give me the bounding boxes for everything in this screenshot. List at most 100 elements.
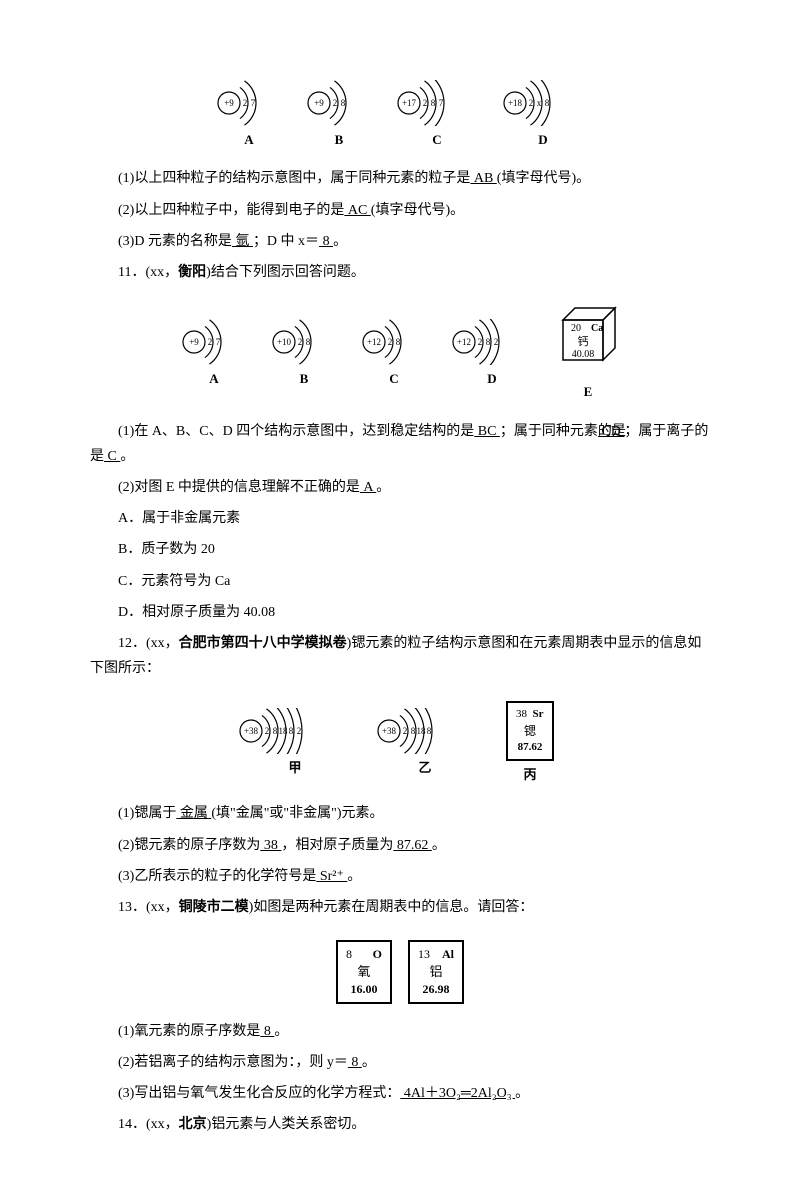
txt: )如图是两种元素在周期表中的信息。请回答： (249, 900, 534, 915)
svg-text:+9: +9 (224, 98, 234, 108)
svg-text:2: 2 (208, 337, 213, 347)
svg-text:20: 20 (571, 323, 581, 334)
txt: 。 (376, 480, 390, 495)
txt: (填"金属"或"非金属")元素。 (211, 806, 383, 821)
txt: (3)写出铝与氧气发生化合反应的化学方程式： (118, 1086, 400, 1101)
txt: 14．(xx， (118, 1117, 179, 1132)
sec11-optA: A．属于非金属元素 (90, 506, 710, 531)
txt: (3)D 元素的名称是 (118, 234, 232, 249)
svg-text:8: 8 (273, 726, 278, 736)
svg-text:2: 2 (529, 98, 534, 108)
svg-text:2: 2 (243, 98, 248, 108)
txt: (2)对图 E 中提供的信息理解不正确的是 (118, 480, 360, 495)
svg-text:x: x (537, 98, 542, 108)
sec13-diagrams: 8O 氧 16.00 13Al 铝 26.98 (90, 940, 710, 1004)
txt: 。 (515, 1086, 529, 1101)
ans: CD (598, 424, 624, 439)
sec11-diagrams: +927A+1028B+1228C+12282D 20 Ca 钙 40.08 E (90, 305, 710, 404)
svg-text:8: 8 (427, 726, 432, 736)
atom-diagram: +17287C (396, 80, 478, 151)
sec14-title: 14．(xx，北京)铝元素与人类关系密切。 (90, 1112, 710, 1137)
ans: 4Al＋3O₂═2Al₂O₃ (400, 1086, 515, 1101)
svg-text:2: 2 (423, 98, 428, 108)
element-box: 38 Sr 锶 87.62 丙 (498, 701, 562, 786)
svg-text:8: 8 (341, 98, 346, 108)
svg-text:8: 8 (289, 726, 294, 736)
ans: 金属 (176, 806, 211, 821)
element-box: 13Al 铝 26.98 (400, 964, 472, 979)
ans: 氩 (232, 234, 253, 249)
sec12-q2: (2)锶元素的原子序数为 38 ，相对原子质量为 87.62 。 (90, 833, 710, 858)
svg-text:7: 7 (251, 98, 256, 108)
sec10-q1: (1)以上四种粒子的结构示意图中，属于同种元素的粒子是 AB (填字母代号)。 (90, 166, 710, 191)
svg-text:2: 2 (388, 337, 393, 347)
txt: ，相对原子质量为 (281, 838, 393, 853)
txt: (2)锶元素的原子序数为 (118, 838, 260, 853)
txt: (1)氧元素的原子序数是 (118, 1024, 260, 1039)
svg-text:2: 2 (297, 726, 302, 736)
txt: 13．(xx， (118, 900, 179, 915)
element-box: 8O 氧 16.00 (328, 964, 400, 979)
sec12-q3: (3)乙所表示的粒子的化学符号是 Sr²⁺ 。 (90, 864, 710, 889)
svg-text:+12: +12 (367, 337, 381, 347)
svg-text:2: 2 (298, 337, 303, 347)
svg-text:+12: +12 (457, 337, 471, 347)
element-cube: 20 Ca 钙 40.08 E (553, 305, 623, 404)
ans: Sr²⁺ (316, 869, 347, 884)
svg-text:2: 2 (265, 726, 270, 736)
ans: 8 (260, 1024, 274, 1039)
txt: (2)若铝离子的结构示意图为：，则 y＝ (118, 1055, 348, 1070)
svg-text:7: 7 (216, 337, 221, 347)
loc: 北京 (179, 1117, 207, 1132)
svg-text:8: 8 (486, 337, 491, 347)
txt: 。 (362, 1055, 376, 1070)
txt: )铝元素与人类关系密切。 (207, 1117, 366, 1132)
svg-text:8: 8 (545, 98, 550, 108)
svg-text:+18: +18 (508, 98, 523, 108)
txt: 。 (347, 869, 361, 884)
txt: 。 (432, 838, 446, 853)
atom-diagram: +1228C (361, 319, 427, 390)
txt: (2)以上四种粒子中，能得到电子的是 (118, 203, 344, 218)
ans: 8 (348, 1055, 362, 1070)
atom-diagram: +927A (216, 80, 282, 151)
sec11-optB: B．质子数为 20 (90, 537, 710, 562)
svg-text:+17: +17 (402, 98, 417, 108)
atom-diagram: +927A (181, 319, 247, 390)
sec11-q2: (2)对图 E 中提供的信息理解不正确的是 A 。 (90, 475, 710, 500)
loc: 铜陵市二模 (179, 900, 249, 915)
ans: C (104, 449, 120, 464)
ans: BC (474, 424, 500, 439)
atom-diagram: +928B (306, 80, 372, 151)
sec13-q3: (3)写出铝与氧气发生化合反应的化学方程式： 4Al＋3O₂═2Al₂O₃ 。 (90, 1081, 710, 1106)
svg-text:2: 2 (494, 337, 499, 347)
svg-text:18: 18 (279, 726, 289, 736)
svg-text:7: 7 (439, 98, 444, 108)
sec10-q3: (3)D 元素的名称是 氩 ；D 中 x＝ 8 。 (90, 229, 710, 254)
svg-text:8: 8 (396, 337, 401, 347)
ans: AC (344, 203, 370, 218)
atom-diagram: +3828188乙 (376, 708, 474, 779)
sec11-optC: C．元素符号为 Ca (90, 569, 710, 594)
txt: 。 (333, 234, 347, 249)
atom-diagram: +12282D (451, 319, 533, 390)
svg-text:18: 18 (417, 726, 427, 736)
svg-text:+10: +10 (277, 337, 292, 347)
svg-text:+9: +9 (189, 337, 199, 347)
txt: (3)乙所表示的粒子的化学符号是 (118, 869, 316, 884)
ans: AB (470, 171, 496, 186)
atom-diagram: +182x8D (502, 80, 584, 151)
sec10-q2: (2)以上四种粒子中，能得到电子的是 AC (填字母代号)。 (90, 198, 710, 223)
loc: 衡阳 (178, 265, 206, 280)
ans: A (360, 480, 376, 495)
svg-text:钙: 钙 (578, 334, 589, 348)
txt: (1)在 A、B、C、D 四个结构示意图中，达到稳定结构的是 (118, 424, 474, 439)
svg-text:8: 8 (431, 98, 436, 108)
txt: (1)以上四种粒子的结构示意图中，属于同种元素的粒子是 (118, 171, 470, 186)
sec11-q1: (1)在 A、B、C、D 四个结构示意图中，达到稳定结构的是 BC ；属于同种元… (90, 419, 710, 469)
atom-diagram: +38281882甲 (238, 708, 352, 779)
txt: (填字母代号)。 (371, 203, 464, 218)
loc: 合肥市第四十八中学模拟卷 (179, 636, 347, 651)
sec13-title: 13．(xx，铜陵市二模)如图是两种元素在周期表中的信息。请回答： (90, 895, 710, 920)
txt: 11．(xx， (118, 265, 178, 280)
